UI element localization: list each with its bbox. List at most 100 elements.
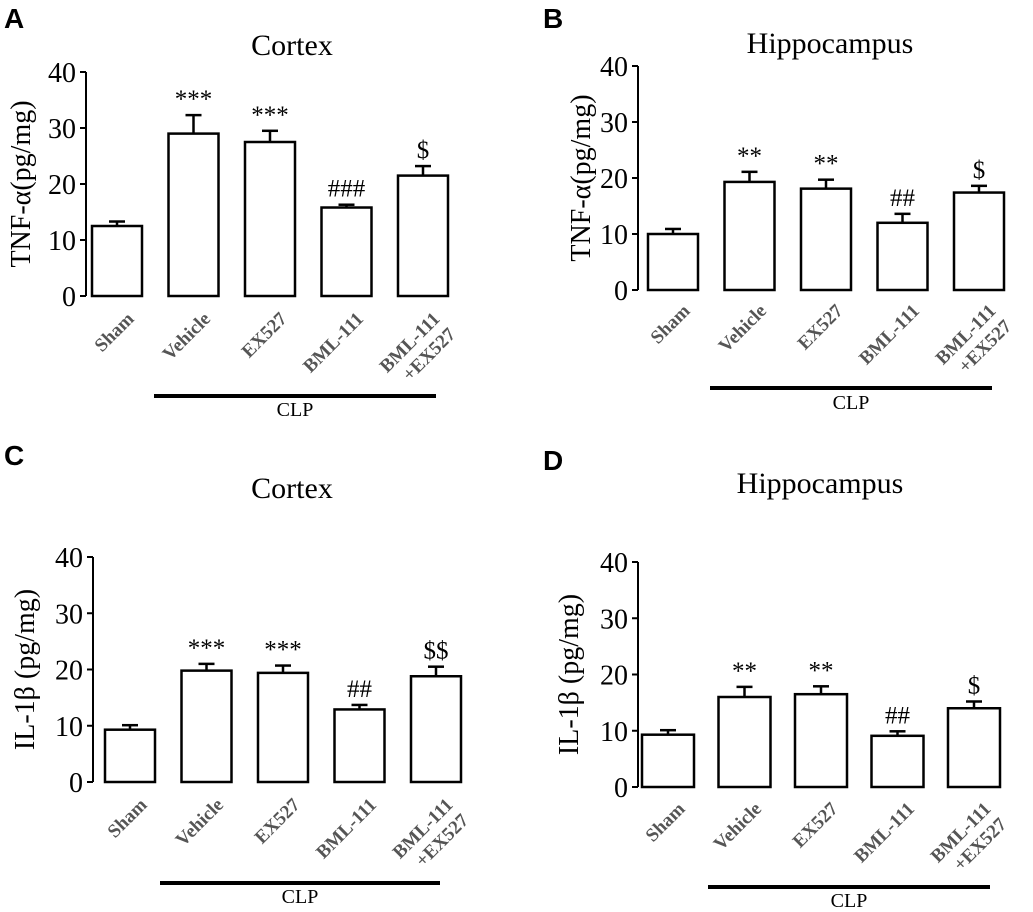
x-tick-label-line: Sham bbox=[647, 300, 695, 348]
significance-label: ## bbox=[885, 702, 911, 729]
x-tick-label: BML-111+EX527 bbox=[389, 794, 474, 879]
significance-label: ** bbox=[737, 143, 762, 170]
y-tick-label: 40 bbox=[55, 543, 83, 574]
group-label: CLP bbox=[833, 392, 870, 414]
significance-label: $ bbox=[973, 157, 986, 184]
bar-ex527 bbox=[799, 187, 853, 292]
x-tick-label-line: BML-111 bbox=[850, 799, 919, 868]
y-tick-label: 30 bbox=[600, 604, 628, 635]
significance-label: ## bbox=[347, 676, 373, 703]
bar-bml-111 bbox=[946, 707, 1002, 789]
y-axis-label: TNF-α(pg/mg) bbox=[566, 94, 597, 261]
y-tick-label: 10 bbox=[600, 717, 628, 748]
bar-sham bbox=[103, 728, 157, 784]
significance-label: ## bbox=[890, 185, 916, 212]
significance-label: ** bbox=[732, 658, 757, 685]
significance-label: $ bbox=[417, 137, 430, 164]
significance-label: $ bbox=[968, 673, 981, 700]
x-tick-label: BML-111 bbox=[312, 795, 381, 864]
x-tick-label: EX527 bbox=[794, 300, 848, 354]
x-tick-label: Sham bbox=[91, 308, 139, 356]
bar-bml-111 bbox=[396, 174, 450, 298]
bar-bml-111 bbox=[320, 206, 373, 298]
x-tick-label-line: BML-111 bbox=[299, 309, 368, 378]
significance-label: *** bbox=[188, 635, 226, 662]
x-tick-label-line: BML-111 bbox=[855, 301, 924, 370]
bar-ex527 bbox=[243, 140, 297, 298]
panel-letter: B bbox=[543, 3, 563, 34]
x-tick-label: Vehicle bbox=[172, 795, 228, 851]
chart-panel-d: D Hippocampus IL-1β (pg/mg) 0 10 20 30 40 Sham **… bbox=[543, 445, 1011, 912]
significance-label: ** bbox=[814, 151, 839, 178]
y-tick-label: 0 bbox=[614, 773, 628, 804]
x-tick-label-line: Sham bbox=[104, 794, 152, 842]
significance-label: $$ bbox=[424, 638, 449, 665]
x-tick-label-line: Vehicle bbox=[710, 799, 766, 855]
significance-label: *** bbox=[251, 102, 289, 129]
x-tick-label: BML-111 bbox=[855, 301, 924, 370]
bar-ex527 bbox=[256, 671, 310, 784]
y-tick-label: 30 bbox=[55, 599, 83, 630]
x-tick-label-line: EX527 bbox=[794, 300, 848, 354]
x-tick-label: Sham bbox=[647, 300, 695, 348]
y-tick-label: 0 bbox=[62, 282, 76, 313]
chart-title: Hippocampus bbox=[737, 467, 904, 500]
bar-bml-111 bbox=[870, 734, 925, 789]
y-tick-label: 20 bbox=[600, 164, 628, 195]
x-tick-label: Vehicle bbox=[159, 309, 215, 365]
x-tick-label: EX527 bbox=[238, 308, 292, 362]
y-axis-label: IL-1β (pg/mg) bbox=[10, 589, 41, 750]
x-tick-label: BML-111+EX527 bbox=[376, 308, 461, 393]
y-tick-label: 40 bbox=[600, 52, 628, 83]
chart-title: Hippocampus bbox=[747, 27, 914, 60]
bar-bml-111 bbox=[333, 708, 386, 784]
bar-vehicle bbox=[717, 695, 772, 789]
bar-vehicle bbox=[180, 669, 233, 784]
x-tick-label-line: EX527 bbox=[251, 794, 305, 848]
panel-letter: D bbox=[543, 445, 563, 476]
x-tick-label: BML-111+EX527 bbox=[927, 798, 1012, 883]
y-tick-label: 20 bbox=[55, 656, 83, 687]
bar-sham bbox=[640, 733, 696, 789]
bar-bml-111 bbox=[952, 191, 1006, 292]
x-tick-label-line: Vehicle bbox=[715, 301, 771, 357]
x-tick-label: Sham bbox=[642, 798, 690, 846]
bar-vehicle bbox=[723, 180, 776, 292]
x-tick-label: Sham bbox=[104, 794, 152, 842]
y-tick-label: 40 bbox=[600, 548, 628, 579]
y-tick-label: 10 bbox=[600, 220, 628, 251]
significance-label: *** bbox=[264, 637, 302, 664]
x-tick-label-line: Vehicle bbox=[159, 309, 215, 365]
chart-title: Cortex bbox=[251, 29, 333, 62]
x-tick-label-line: EX527 bbox=[789, 798, 843, 852]
bar-sham bbox=[90, 224, 144, 298]
y-tick-label: 30 bbox=[48, 114, 76, 145]
x-tick-label-line: Sham bbox=[642, 798, 690, 846]
significance-label: ### bbox=[328, 176, 366, 203]
y-tick-label: 20 bbox=[48, 170, 76, 201]
x-tick-label: EX527 bbox=[251, 794, 305, 848]
chart-panel-a: A Cortex TNF-α(pg/mg) 0 10 20 30 40 Sham *** Vehic… bbox=[4, 3, 460, 421]
bar-ex527 bbox=[793, 692, 849, 789]
x-tick-label-line: Vehicle bbox=[172, 795, 228, 851]
chart-panel-c: C Cortex IL-1β (pg/mg) 0 10 20 30 40 Sham *** Vehi… bbox=[4, 440, 473, 908]
group-label: CLP bbox=[282, 886, 319, 908]
bar-bml-111 bbox=[876, 221, 929, 292]
chart-title: Cortex bbox=[251, 472, 333, 505]
y-tick-label: 0 bbox=[614, 276, 628, 307]
x-tick-label: Vehicle bbox=[715, 301, 771, 357]
panel-letter: A bbox=[4, 3, 24, 34]
x-tick-label-line: Sham bbox=[91, 308, 139, 356]
significance-label: *** bbox=[175, 86, 213, 113]
y-tick-label: 0 bbox=[69, 768, 83, 799]
chart-panel-b: B Hippocampus TNF-α(pg/mg) 0 10 20 30 40 Sham ** V… bbox=[543, 3, 1016, 414]
y-axis-label: TNF-α(pg/mg) bbox=[6, 100, 37, 267]
bar-vehicle bbox=[167, 132, 220, 298]
bar-bml-111 bbox=[409, 675, 463, 784]
group-label: CLP bbox=[831, 890, 868, 912]
x-tick-label: BML-111 bbox=[299, 309, 368, 378]
bar-sham bbox=[646, 232, 700, 292]
x-tick-label: Vehicle bbox=[710, 799, 766, 855]
x-tick-label: BML-111+EX527 bbox=[932, 300, 1017, 385]
